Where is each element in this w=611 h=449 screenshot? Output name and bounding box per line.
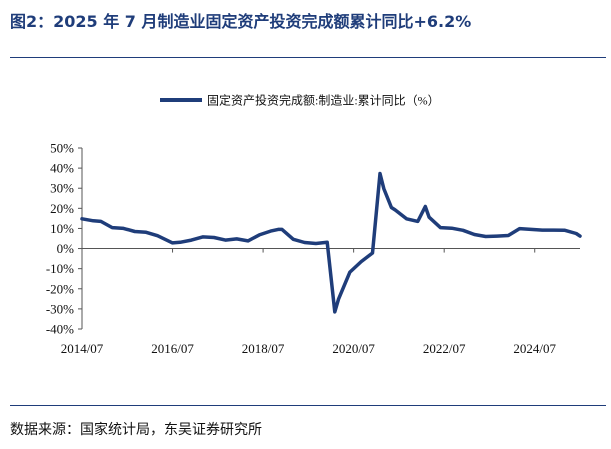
x-tick-label: 2016/07 bbox=[151, 341, 194, 356]
figure-title: 图2：2025 年 7 月制造业固定资产投资完成额累计同比+6.2% bbox=[10, 12, 472, 31]
y-axis: -40% -30% -20% -10% 0% 10% 20% 30% 40% 50% bbox=[46, 141, 83, 337]
y-tick-label: 10% bbox=[50, 221, 74, 236]
y-tick-label: -10% bbox=[46, 261, 74, 276]
line-chart: 固定资产投资完成额:制造业:累计同比（%） -40% -30% -20% -10% 0%… bbox=[46, 93, 582, 356]
x-tick-label: 2022/07 bbox=[423, 341, 466, 356]
y-tick-label: -30% bbox=[46, 301, 74, 316]
y-tick-label: -40% bbox=[46, 322, 74, 337]
y-tick-label: 50% bbox=[50, 141, 74, 156]
bottom-divider bbox=[10, 405, 606, 406]
y-tick-label: 20% bbox=[50, 201, 74, 216]
x-tick-label: 2024/07 bbox=[513, 341, 556, 356]
y-tick-label: 40% bbox=[50, 161, 74, 176]
x-tick-label: 2020/07 bbox=[332, 341, 375, 356]
legend: 固定资产投资完成额:制造业:累计同比（%） bbox=[160, 93, 440, 108]
x-tick-label: 2014/07 bbox=[61, 341, 104, 356]
x-axis: 2014/07 2016/07 2018/07 2020/07 2022/07 2024/… bbox=[61, 248, 580, 356]
x-tick-label: 2018/07 bbox=[242, 341, 285, 356]
y-tick-label: 0% bbox=[57, 241, 75, 256]
series-line bbox=[80, 171, 582, 314]
legend-label: 固定资产投资完成额:制造业:累计同比（%） bbox=[207, 93, 440, 108]
plot-area bbox=[80, 171, 582, 314]
y-tick-label: 30% bbox=[50, 181, 74, 196]
source-note: 数据来源：国家统计局，东吴证券研究所 bbox=[10, 422, 262, 438]
y-tick-label: -20% bbox=[46, 281, 74, 296]
top-divider bbox=[10, 57, 606, 58]
